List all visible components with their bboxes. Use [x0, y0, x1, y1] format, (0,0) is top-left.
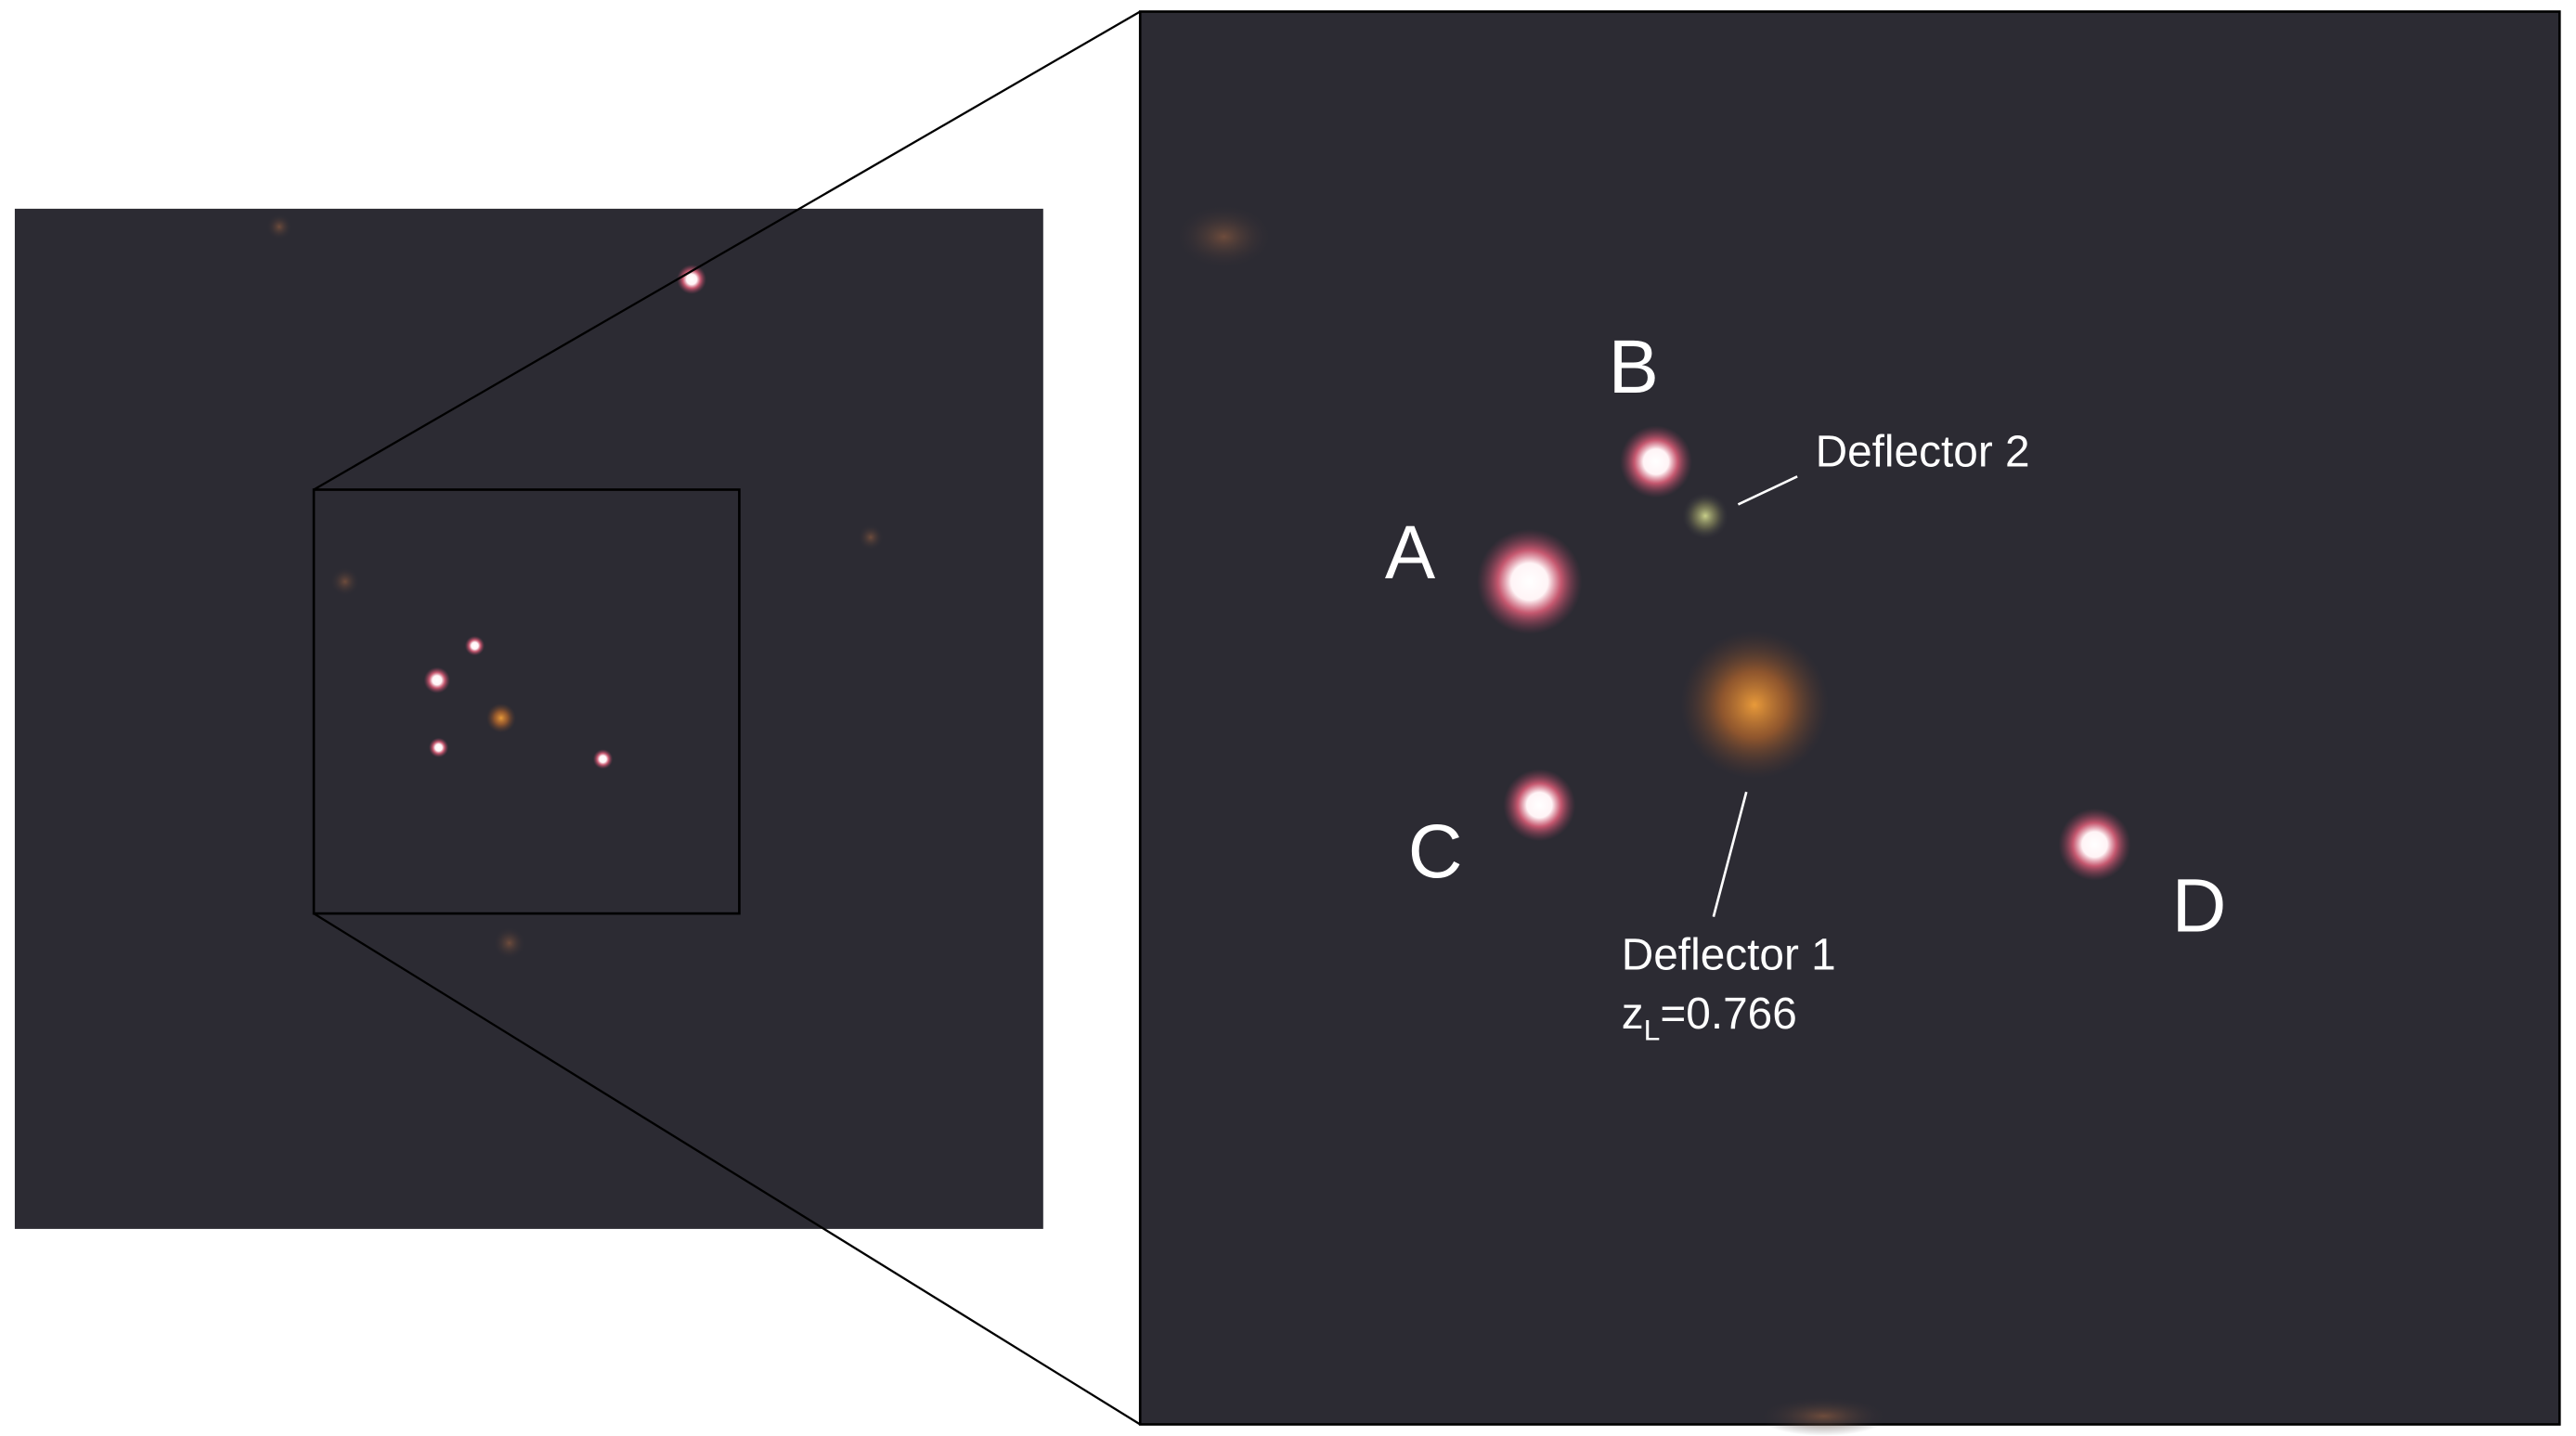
quasar-image	[2058, 808, 2131, 881]
deflector-label: Deflector 1	[1622, 930, 1836, 979]
redshift-subscript: L	[1644, 1013, 1661, 1046]
quasar-image	[592, 749, 614, 770]
redshift-symbol: z	[1622, 990, 1644, 1039]
field-galaxy	[265, 213, 293, 240]
image-label: A	[1385, 511, 1436, 595]
quasar-image	[428, 737, 449, 757]
field-galaxy	[330, 566, 360, 597]
field-star	[677, 265, 707, 294]
quasar-image	[423, 666, 450, 693]
field-galaxy	[1174, 203, 1274, 270]
sky-background	[1138, 10, 2561, 1426]
field-galaxy	[857, 524, 885, 550]
sky-background	[14, 208, 1043, 1229]
zoom-box	[312, 488, 741, 915]
redshift-label: zL=0.766	[1622, 990, 1797, 1046]
overview-panel	[14, 208, 1043, 1229]
quasar-image	[1619, 425, 1692, 498]
quasar-image	[1477, 528, 1583, 635]
quasar-image	[1503, 769, 1576, 842]
lens-galaxy	[485, 703, 516, 733]
image-label: B	[1609, 325, 1659, 409]
lens-galaxy	[1682, 493, 1728, 539]
field-galaxy	[1757, 1396, 1890, 1436]
zoom-line	[313, 912, 1141, 1426]
image-label: D	[2172, 864, 2227, 949]
zoom-panel: A B C D Deflector 2 Deflector 1 zL=0.766	[1138, 10, 2561, 1436]
lens-galaxy	[1680, 630, 1829, 779]
image-label: C	[1408, 809, 1463, 894]
quasar-image	[464, 636, 485, 656]
deflector-label: Deflector 2	[1816, 428, 2030, 477]
leader-line	[1737, 475, 1798, 506]
leader-line	[1712, 791, 1748, 917]
field-galaxy	[492, 926, 526, 960]
zoom-line	[313, 10, 1141, 491]
redshift-value: =0.766	[1660, 990, 1796, 1039]
